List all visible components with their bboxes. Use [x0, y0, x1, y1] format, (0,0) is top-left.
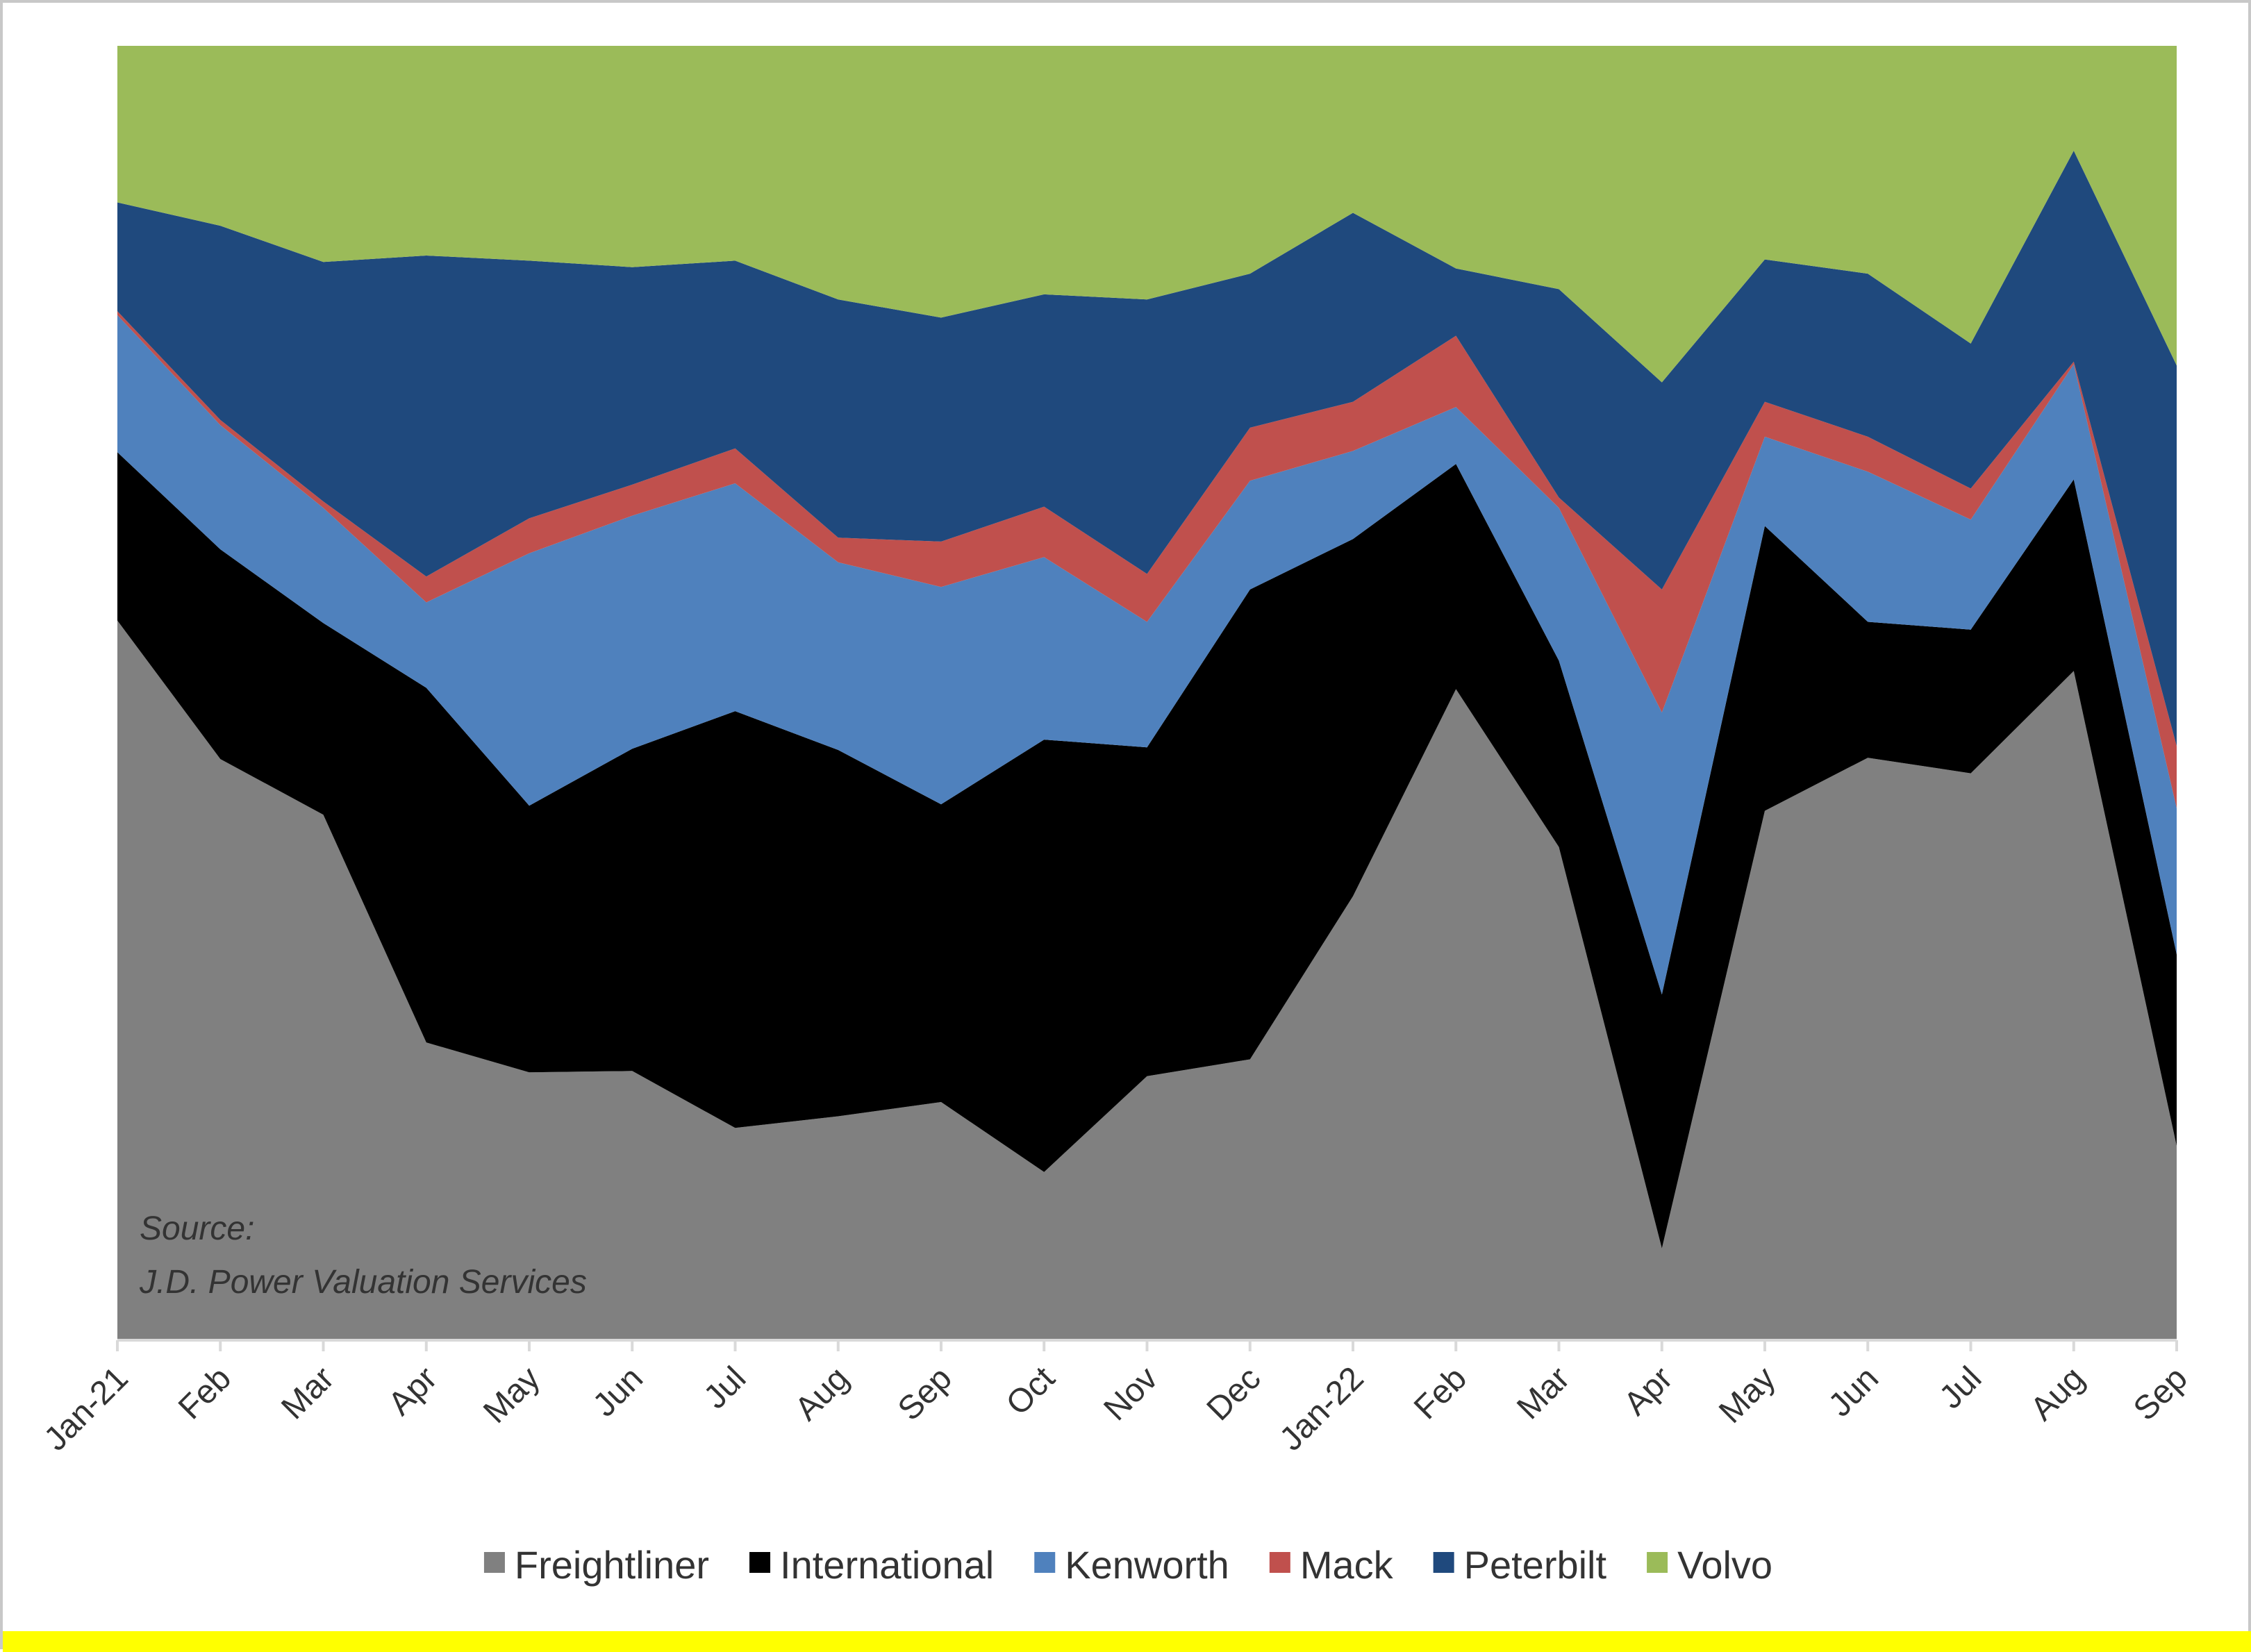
legend-swatch — [1034, 1552, 1056, 1573]
x-tick-label: Oct — [999, 1360, 1062, 1422]
x-tick-label: Apr — [381, 1360, 444, 1422]
legend-swatch — [1269, 1552, 1290, 1573]
x-tick-label: Feb — [1407, 1360, 1474, 1426]
area-volvo — [117, 46, 2177, 383]
legend: Freightliner International Kenworth Mack Pet… — [483, 1543, 1772, 1587]
legend-item-kenworth: Kenworth — [1034, 1543, 1229, 1587]
legend-label: Mack — [1300, 1543, 1394, 1587]
legend-item-international: International — [749, 1543, 994, 1587]
area-international — [117, 452, 2177, 1249]
legend-item-peterbilt: Peterbilt — [1433, 1543, 1607, 1587]
x-axis-tick-labels: Jan-21 Feb Mar Apr May Jun Jul Aug Sep Oct Nov Dec J… — [38, 1360, 2195, 1458]
x-tick-label: May — [476, 1360, 547, 1430]
legend-label: Peterbilt — [1464, 1543, 1607, 1587]
source-name: J.D. Power Valuation Services — [139, 1264, 587, 1301]
legend-swatch — [749, 1552, 771, 1573]
area-freightliner — [117, 620, 2177, 1340]
x-tick-label: Apr — [1617, 1360, 1679, 1422]
highlight-band — [3, 1631, 2251, 1652]
area-kenworth — [117, 315, 2177, 995]
x-tick-label: Aug — [788, 1360, 856, 1428]
x-tick-label: Jul — [697, 1360, 753, 1416]
legend-swatch — [1433, 1552, 1454, 1573]
source-annotation: Source: J.D. Power Valuation Services — [139, 1210, 587, 1301]
x-tick-label: Aug — [2024, 1360, 2092, 1428]
x-tick-label: Jun — [586, 1360, 650, 1424]
area-mack — [117, 311, 2177, 808]
x-tick-label: Nov — [1097, 1360, 1165, 1428]
x-axis-ticks — [116, 1340, 2178, 1351]
x-tick-label: Sep — [2127, 1360, 2195, 1428]
legend-item-mack: Mack — [1269, 1543, 1394, 1587]
stacked-area-chart: Jan-21 Feb Mar Apr May Jun Jul Aug Sep Oct Nov Dec J… — [38, 46, 2195, 1587]
legend-label: Freightliner — [515, 1543, 709, 1587]
x-tick-label: Jan-22 — [1273, 1360, 1371, 1458]
x-axis: Jan-21 Feb Mar Apr May Jun Jul Aug Sep Oct Nov Dec J… — [38, 1339, 2195, 1458]
x-tick-label: May — [1712, 1360, 1783, 1430]
legend-label: Volvo — [1677, 1543, 1772, 1587]
legend-label: Kenworth — [1065, 1543, 1229, 1587]
x-tick-label: Dec — [1200, 1360, 1268, 1428]
x-tick-label: Jan-21 — [38, 1360, 135, 1458]
x-tick-label: Mar — [274, 1360, 341, 1426]
x-tick-label: Sep — [891, 1360, 959, 1428]
legend-swatch — [483, 1552, 505, 1573]
x-tick-label: Feb — [172, 1360, 238, 1426]
legend-item-freightliner: Freightliner — [483, 1543, 709, 1587]
x-tick-label: Mar — [1510, 1360, 1577, 1426]
x-tick-label: Jun — [1822, 1360, 1886, 1424]
legend-swatch — [1647, 1552, 1668, 1573]
area-peterbilt — [117, 151, 2177, 746]
x-tick-label: Jul — [1932, 1360, 1988, 1416]
area-series-group — [117, 46, 2177, 1340]
legend-item-volvo: Volvo — [1647, 1543, 1772, 1587]
source-label: Source: — [140, 1210, 254, 1247]
legend-label: International — [780, 1543, 994, 1587]
